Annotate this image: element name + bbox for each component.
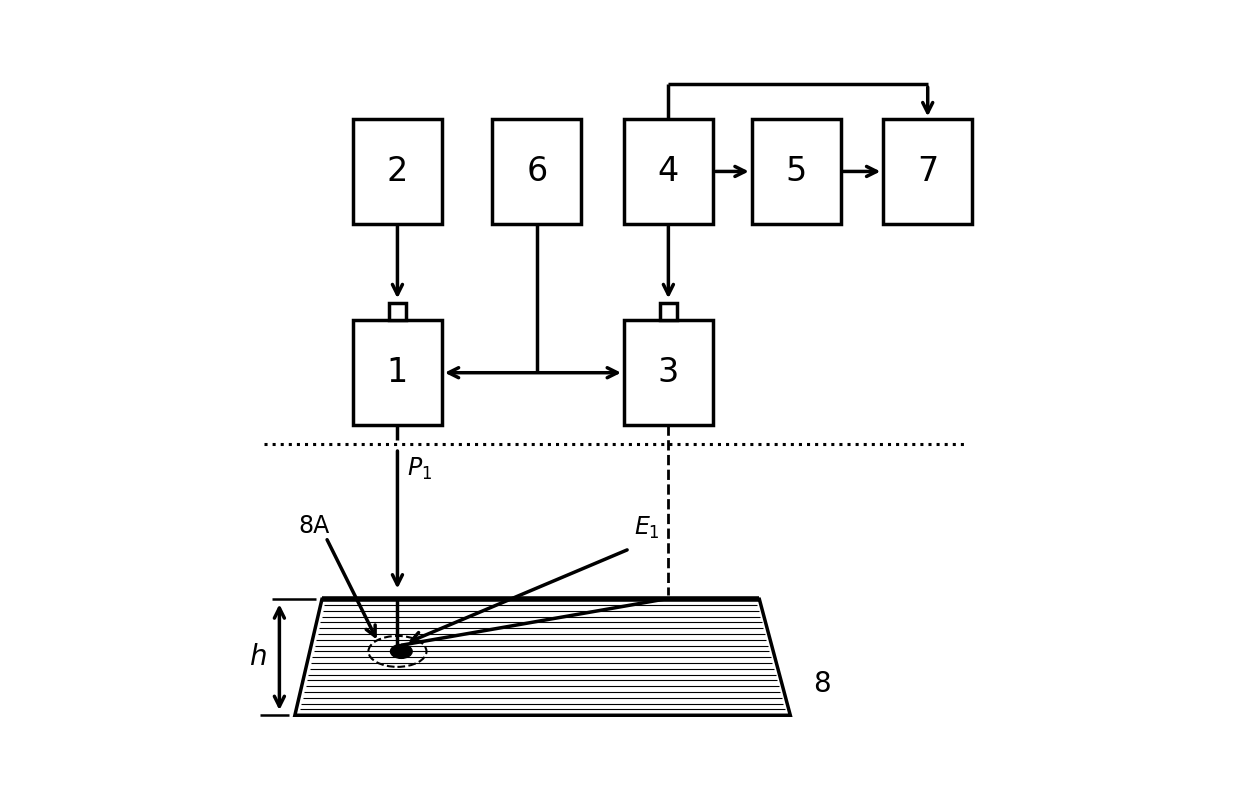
Text: 6: 6 [526,155,547,188]
Text: 2: 2 [387,155,408,188]
Text: 8A: 8A [299,514,330,537]
Ellipse shape [391,645,412,658]
Bar [883,119,972,224]
Text: 4: 4 [657,155,680,188]
Text: 5: 5 [785,155,807,188]
Text: 1: 1 [387,356,408,389]
Bar [389,303,405,321]
Bar [353,321,441,425]
Bar [624,119,713,224]
Text: $E_1$: $E_1$ [634,515,660,541]
Bar [492,119,582,224]
Text: $h$: $h$ [249,643,267,671]
Text: 8: 8 [813,671,831,698]
Bar [751,119,841,224]
Text: 3: 3 [657,356,680,389]
Text: $P_1$: $P_1$ [407,456,432,482]
Bar [660,303,677,321]
Text: 7: 7 [918,155,939,188]
Bar [353,119,441,224]
Polygon shape [295,599,790,716]
Bar [624,321,713,425]
